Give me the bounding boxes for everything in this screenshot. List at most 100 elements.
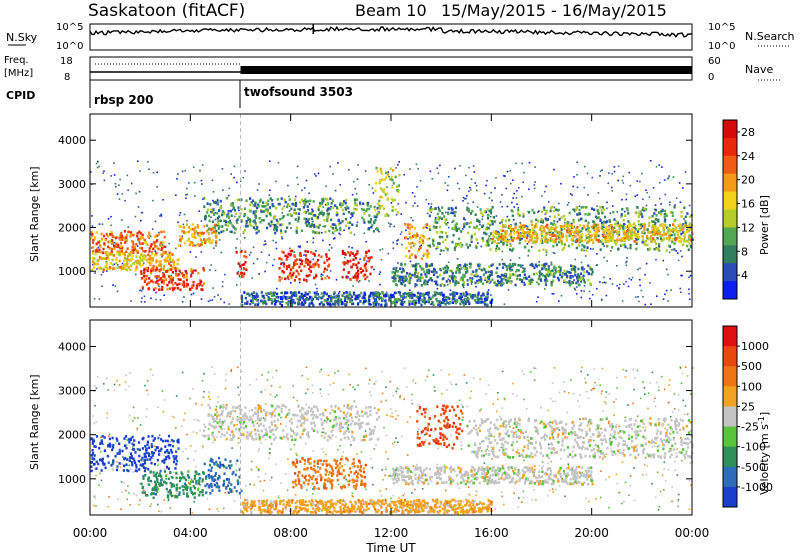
scatter-cell [355, 192, 358, 195]
band-cell [256, 303, 259, 306]
band-cell [643, 226, 646, 230]
band-cell [459, 241, 462, 245]
band-cell [436, 283, 439, 287]
scatter-cell [617, 179, 619, 182]
band-cell [252, 204, 255, 207]
band-cell [562, 225, 565, 228]
band-cell [146, 283, 149, 286]
band-cell [641, 241, 644, 244]
scatter-cell [263, 434, 266, 437]
band-cell [427, 293, 430, 297]
band-cell [443, 284, 446, 287]
band-cell [566, 229, 569, 232]
band-cell [532, 227, 535, 230]
band-cell [574, 265, 577, 269]
band-cell [592, 241, 595, 245]
band-cell [661, 209, 664, 212]
band-cell [119, 241, 123, 245]
band-cell [295, 201, 298, 205]
scatter-cell [436, 167, 438, 169]
scatter-cell [599, 281, 601, 283]
band-cell [286, 295, 289, 299]
band-cell [440, 249, 443, 252]
band-cell [481, 213, 484, 217]
scatter-cell [483, 192, 486, 195]
band-cell [307, 221, 310, 225]
band-cell [602, 220, 606, 224]
band-cell [385, 176, 388, 179]
scatter-cell [118, 198, 121, 200]
band-cell [282, 271, 285, 274]
scatter-cell [272, 511, 274, 513]
scatter-cell [290, 282, 292, 284]
band-cell [604, 240, 607, 243]
band-cell [466, 246, 469, 249]
band-cell [264, 209, 267, 213]
scatter-cell [218, 239, 221, 241]
scatter-cell [399, 233, 402, 235]
band-cell [660, 210, 663, 213]
band-cell [606, 244, 609, 248]
scatter-cell [292, 385, 294, 387]
band-cell [289, 253, 292, 257]
band-cell [288, 222, 291, 225]
band-cell [304, 249, 307, 253]
band-cell [168, 281, 171, 284]
band-cell [143, 257, 146, 261]
band-cell [228, 219, 232, 223]
band-cell [463, 225, 466, 229]
scatter-cell [193, 269, 195, 272]
band-cell [232, 225, 235, 229]
band-cell [463, 275, 466, 278]
band-cell [613, 241, 616, 244]
band-cell [650, 240, 653, 243]
scatter-cell [317, 466, 319, 468]
scatter-cell [243, 237, 246, 239]
scatter-cell [447, 184, 449, 187]
band-cell [351, 299, 354, 302]
band-cell [509, 224, 512, 228]
band-cell [106, 263, 109, 267]
scatter-cell [155, 291, 157, 294]
band-cell [391, 295, 394, 299]
scatter-cell [553, 206, 556, 209]
band-cell [553, 272, 556, 275]
scatter-cell [228, 187, 231, 190]
scatter-cell [138, 482, 141, 485]
scatter-cell [667, 273, 669, 276]
band-cell [273, 298, 276, 301]
band-cell [656, 237, 659, 240]
band-cell [567, 271, 571, 274]
band-cell [689, 228, 692, 232]
band-cell [295, 212, 298, 215]
band-cell [455, 222, 458, 226]
band-cell [528, 282, 531, 286]
scatter-cell [679, 418, 682, 421]
scatter-cell [94, 272, 96, 274]
band-cell [442, 301, 445, 305]
band-cell [487, 280, 490, 283]
band-cell [136, 232, 139, 235]
band-cell [139, 258, 143, 262]
scatter-cell [158, 285, 160, 288]
band-cell [475, 301, 478, 304]
band-cell [408, 236, 411, 239]
colorbar-segment [723, 281, 737, 300]
band-cell [211, 220, 214, 223]
band-cell [251, 295, 254, 299]
scatter-cell [183, 296, 185, 298]
band-cell [160, 230, 163, 234]
scatter-cell [248, 254, 251, 256]
band-cell [565, 222, 568, 226]
band-cell [354, 256, 357, 260]
band-cell [203, 224, 206, 228]
band-cell [455, 280, 458, 283]
band-cell [361, 216, 364, 220]
band-cell [483, 268, 486, 272]
scatter-cell [187, 457, 189, 460]
band-cell [154, 287, 157, 290]
band-cell [364, 262, 368, 266]
band-cell [326, 300, 329, 304]
band-cell [459, 292, 462, 296]
band-cell [432, 303, 435, 307]
